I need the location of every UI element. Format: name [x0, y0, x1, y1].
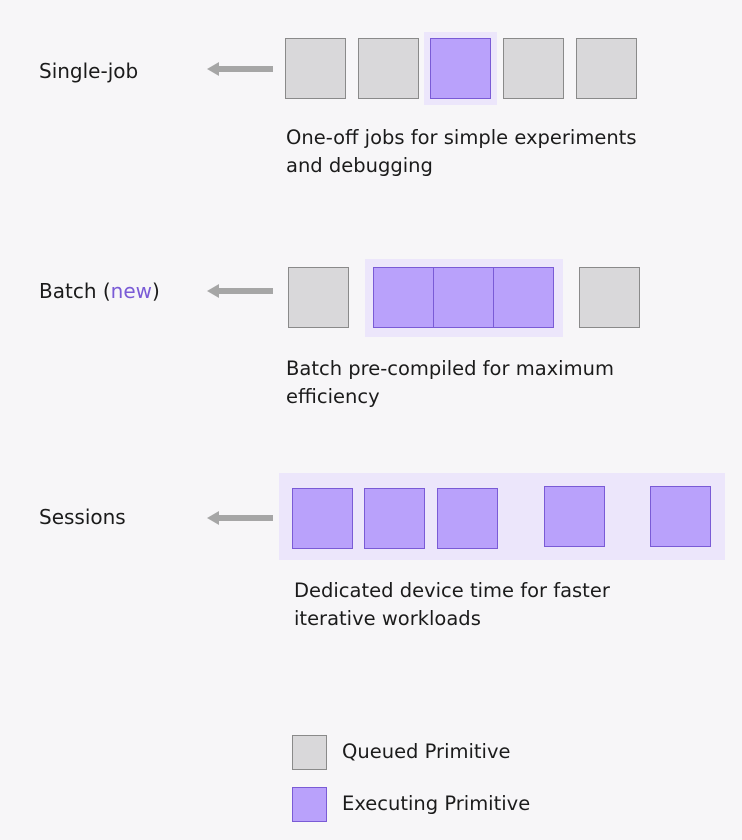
description-line: One-off jobs for simple experiments: [286, 126, 637, 149]
executing-primitive: [437, 488, 498, 549]
new-tag: new: [110, 279, 152, 303]
legend-label-executing: Executing Primitive: [342, 792, 531, 815]
description-line: Batch pre-compiled for maximum: [286, 357, 614, 380]
row-description: Dedicated device time for faster iterativ…: [294, 577, 694, 633]
executing-primitive: [364, 488, 425, 549]
queued-primitive: [285, 38, 346, 99]
description-line: Dedicated device time for faster: [294, 579, 610, 602]
executing-primitive: [493, 267, 554, 328]
arrow-left-icon: [207, 511, 273, 525]
row-description: Batch pre-compiled for maximum efficiency: [286, 355, 686, 411]
label-text: ): [152, 279, 160, 303]
row-label-batch: Batch (new): [39, 279, 160, 303]
row-description: One-off jobs for simple experiments and d…: [286, 124, 686, 180]
queued-primitive: [579, 267, 640, 328]
legend-swatch-executing: [292, 787, 327, 822]
description-line: efficiency: [286, 385, 380, 408]
arrow-left-icon: [207, 284, 273, 298]
executing-primitive: [544, 486, 605, 547]
executing-primitive: [430, 38, 491, 99]
row-label-single-job: Single-job: [39, 59, 139, 83]
row-label-sessions: Sessions: [39, 505, 126, 529]
legend-label-queued: Queued Primitive: [342, 740, 511, 763]
queued-primitive: [503, 38, 564, 99]
arrow-left-icon: [207, 62, 273, 76]
description-line: and debugging: [286, 154, 433, 177]
executing-primitive: [433, 267, 494, 328]
executing-primitive: [292, 488, 353, 549]
executing-primitive: [373, 267, 434, 328]
queued-primitive: [576, 38, 637, 99]
executing-primitive: [650, 486, 711, 547]
legend-swatch-queued: [292, 735, 327, 770]
queued-primitive: [288, 267, 349, 328]
description-line: iterative workloads: [294, 607, 481, 630]
label-text: Batch (: [39, 279, 111, 303]
queued-primitive: [358, 38, 419, 99]
